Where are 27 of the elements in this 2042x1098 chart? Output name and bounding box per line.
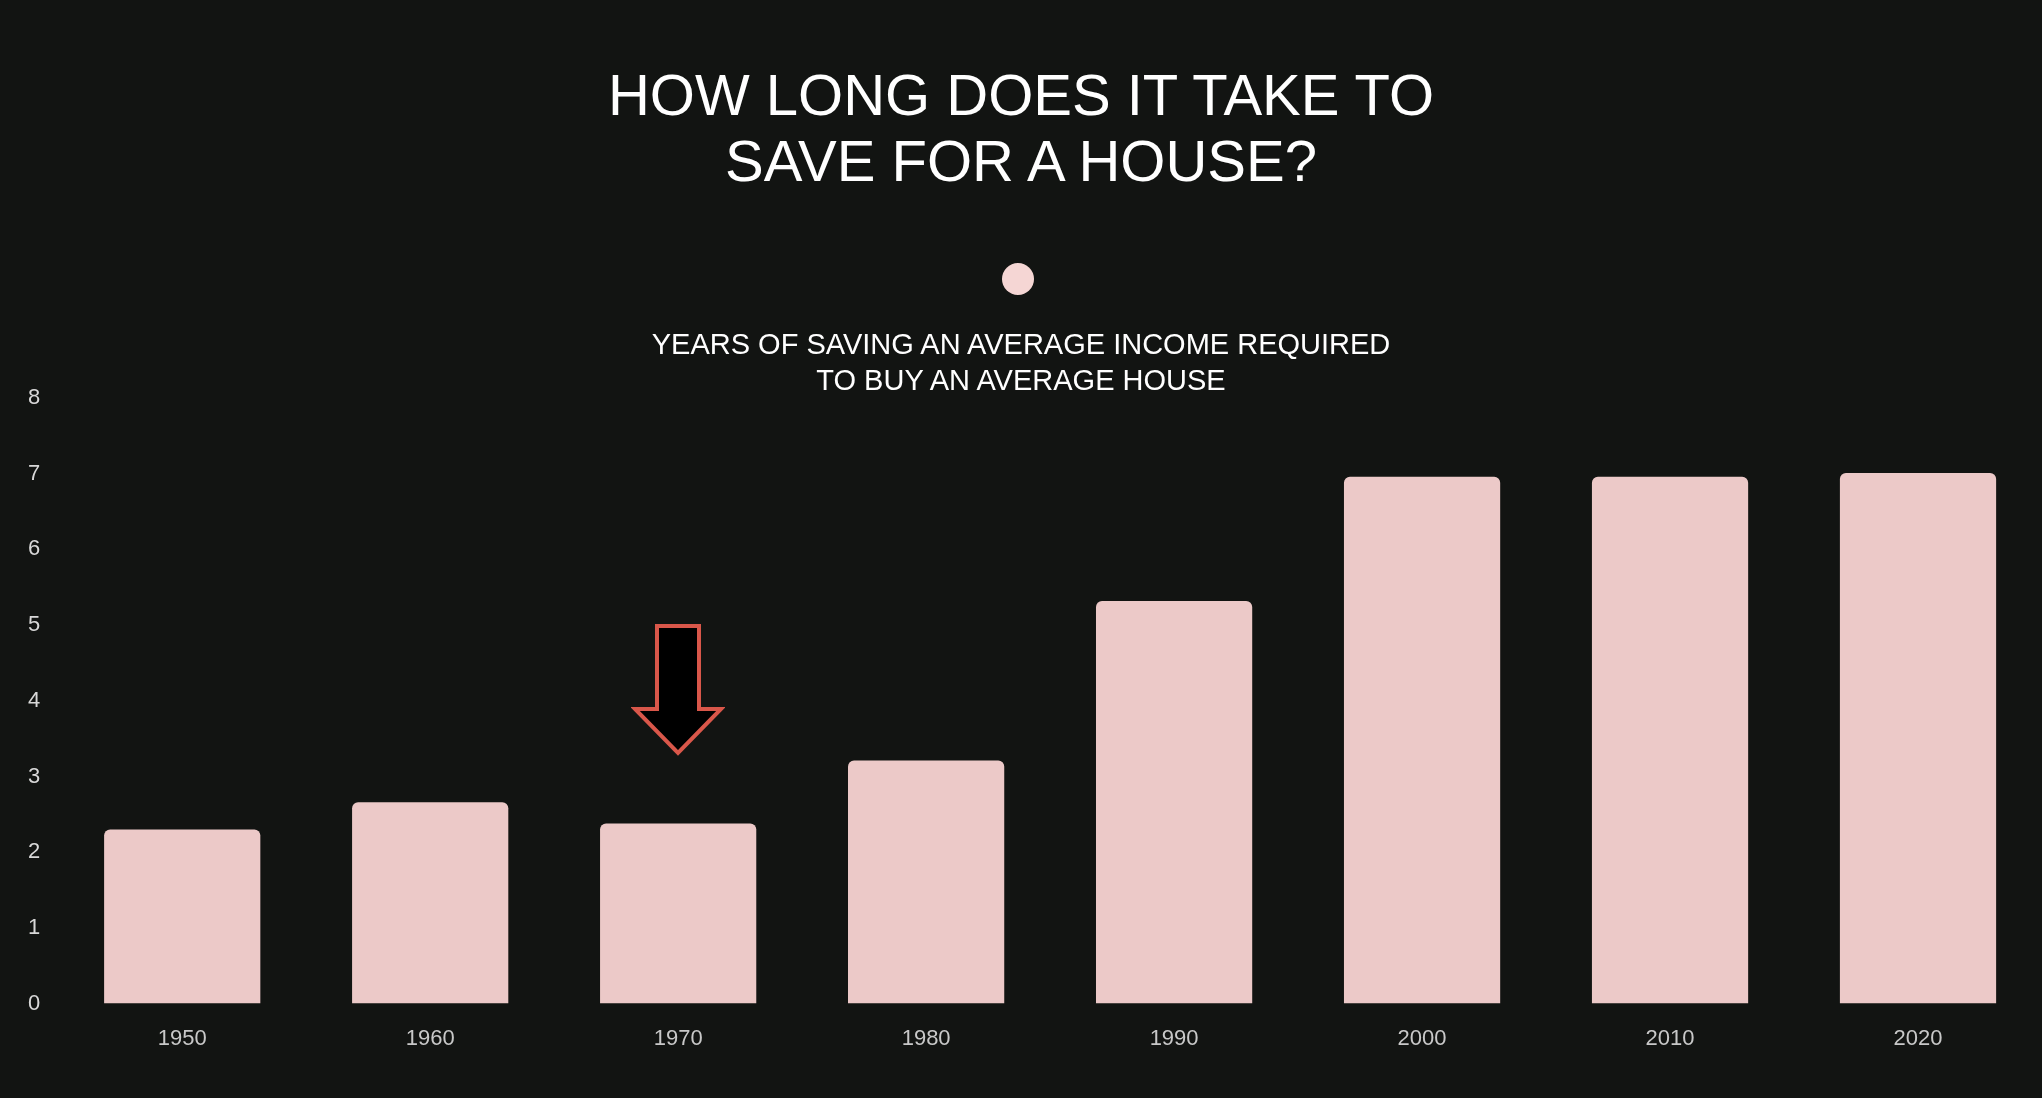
x-tick-label: 2020 [1893, 1024, 1943, 1050]
x-tick-label: 1950 [157, 1024, 207, 1050]
bar [848, 760, 1005, 1004]
chart-title: HOW LONG DOES IT TAKE TO SAVE FOR A HOUSE? [606, 62, 1436, 194]
bar [1343, 476, 1501, 1004]
x-tick-label: 1960 [405, 1024, 455, 1050]
x-tick-label: 1990 [1149, 1024, 1199, 1050]
bar [600, 823, 757, 1004]
x-tick-label: 2010 [1645, 1024, 1695, 1050]
x-tick-label: 1970 [653, 1024, 703, 1050]
y-tick-label: 8 [27, 384, 41, 410]
y-tick-label: 1 [27, 913, 41, 939]
y-tick-label: 6 [27, 535, 41, 561]
chart-subtitle: YEARS OF SAVING AN AVERAGE INCOME REQUIRED TO BUY AN AVERAGE HOUSE [651, 328, 1391, 396]
x-tick-label: 1980 [901, 1024, 951, 1050]
bar [1839, 472, 1997, 1004]
y-tick-label: 3 [27, 762, 41, 788]
bar [104, 829, 261, 1004]
y-tick-label: 4 [27, 686, 41, 712]
bar [352, 802, 509, 1004]
bar [1591, 476, 1749, 1004]
y-tick-label: 0 [27, 989, 41, 1015]
bar [1095, 600, 1253, 1004]
y-tick-label: 7 [27, 459, 41, 485]
y-tick-label: 5 [27, 611, 41, 637]
x-tick-label: 2000 [1397, 1024, 1447, 1050]
y-tick-label: 2 [27, 838, 41, 864]
